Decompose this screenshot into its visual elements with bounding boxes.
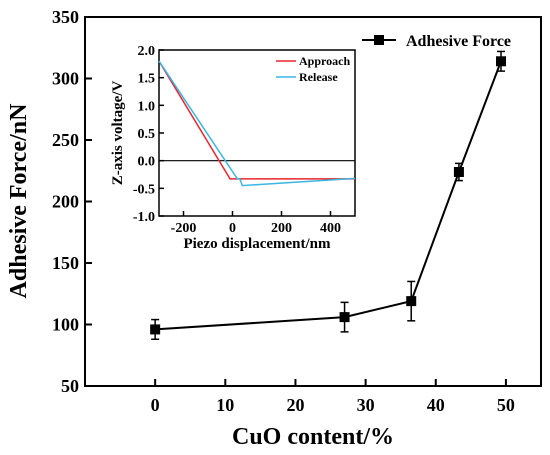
data-point bbox=[150, 324, 161, 335]
main-x-tick-label: 40 bbox=[427, 395, 445, 415]
main-x-axis: 0 10 20 30 40 50 bbox=[151, 379, 515, 415]
main-legend: Adhesive Force bbox=[362, 33, 511, 50]
inset-x-axis: -200 0 200 400 bbox=[171, 211, 341, 236]
main-x-tick-label: 50 bbox=[497, 395, 515, 415]
data-point bbox=[453, 166, 464, 177]
main-series bbox=[150, 50, 507, 341]
main-x-tick-label: 20 bbox=[286, 395, 304, 415]
data-point bbox=[339, 312, 350, 323]
main-y-tick-label: 350 bbox=[52, 7, 79, 27]
inset-y-tick-label: 1.0 bbox=[138, 99, 156, 114]
main-x-tick-label: 30 bbox=[357, 395, 375, 415]
inset-y-tick-label: 0.0 bbox=[138, 155, 156, 170]
inset-y-tick-label: 1.5 bbox=[138, 72, 156, 87]
inset-legend-label-release: Release bbox=[299, 70, 338, 84]
main-y-tick-label: 50 bbox=[61, 376, 79, 396]
main-y-tick-label: 300 bbox=[52, 69, 79, 89]
inset-x-tick-label: 0 bbox=[229, 221, 236, 236]
inset-x-tick-label: -200 bbox=[171, 221, 197, 236]
inset-chart: -1.0 -0.5 0.0 0.5 1.0 1.5 2.0 -200 0 200 400 Piez… bbox=[110, 44, 356, 252]
inset-y-tick-label: 2.0 bbox=[138, 44, 156, 59]
inset-plot-frame bbox=[158, 49, 356, 217]
inset-y-tick-label: -0.5 bbox=[133, 182, 155, 197]
data-point bbox=[496, 56, 507, 67]
main-y-tick-label: 100 bbox=[52, 315, 79, 335]
data-point bbox=[406, 296, 417, 307]
inset-y-axis-title: Z-axis voltage/V bbox=[110, 81, 126, 186]
main-y-tick-label: 150 bbox=[52, 253, 79, 273]
inset-legend-label-approach: Approach bbox=[299, 54, 350, 68]
main-x-axis-title: CuO content/% bbox=[232, 424, 394, 450]
inset-series-release-line bbox=[158, 60, 356, 187]
main-y-axis-title: Adhesive Force/nN bbox=[6, 103, 32, 299]
inset-series bbox=[158, 60, 356, 187]
inset-y-tick-label: -1.0 bbox=[133, 210, 155, 225]
inset-legend: Approach Release bbox=[276, 54, 350, 84]
inset-series-approach-line bbox=[158, 60, 355, 180]
inset-x-tick-label: 400 bbox=[320, 221, 341, 236]
inset-x-tick-label: 200 bbox=[271, 221, 292, 236]
main-y-tick-label: 250 bbox=[52, 130, 79, 150]
inset-y-tick-label: 0.5 bbox=[138, 127, 156, 142]
main-x-tick-label: 0 bbox=[151, 395, 160, 415]
main-y-axis: 50 100 150 200 250 300 350 bbox=[52, 7, 92, 396]
main-y-tick-label: 200 bbox=[52, 192, 79, 212]
main-legend-marker bbox=[374, 35, 384, 45]
inset-x-axis-title: Piezo displacement/nm bbox=[183, 236, 331, 252]
main-x-tick-label: 10 bbox=[216, 395, 234, 415]
inset-y-axis: -1.0 -0.5 0.0 0.5 1.0 1.5 2.0 bbox=[133, 44, 164, 225]
main-legend-label: Adhesive Force bbox=[406, 33, 511, 50]
